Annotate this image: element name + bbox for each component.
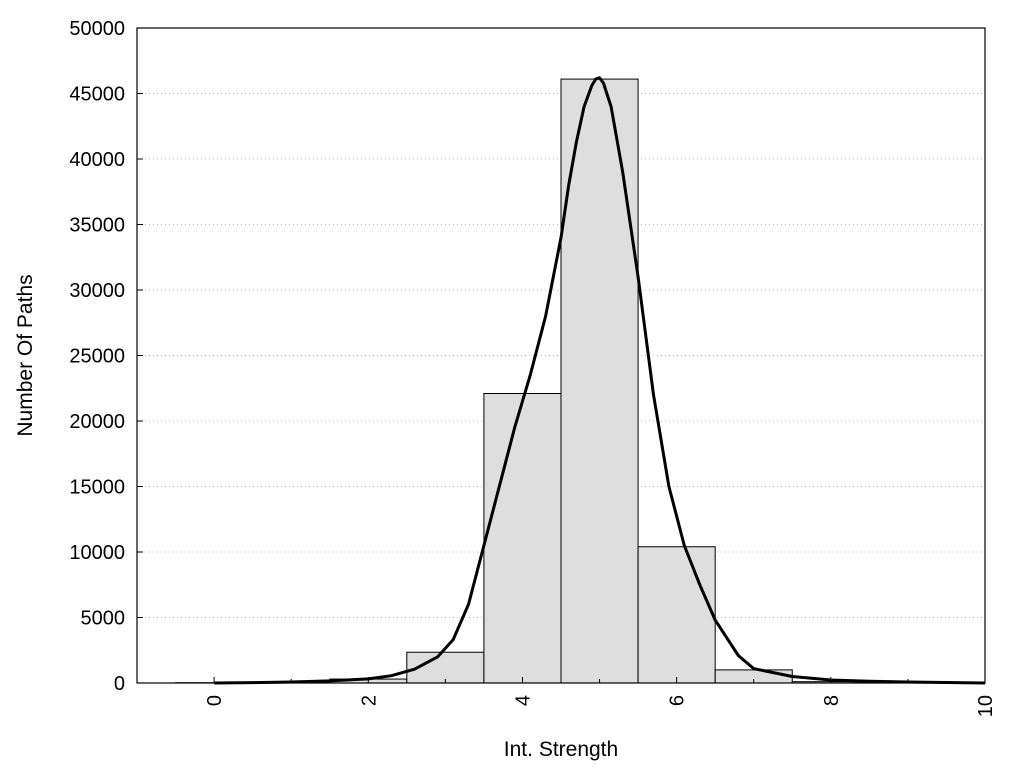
y-tick-label: 10000 xyxy=(69,542,125,564)
y-tick-label: 0 xyxy=(114,673,125,695)
y-tick-label: 15000 xyxy=(69,477,125,499)
y-tick-label: 40000 xyxy=(69,149,125,171)
y-tick-labels: 0 5000 10000 15000 20000 25000 30000 35000 40000… xyxy=(69,18,125,695)
y-tick-label: 50000 xyxy=(69,18,125,40)
histogram-bar xyxy=(637,546,716,684)
y-tick-label: 5000 xyxy=(81,608,126,630)
y-tick-label: 30000 xyxy=(69,280,125,302)
fit-curve-group xyxy=(214,76,986,685)
y-tick-label: 25000 xyxy=(69,346,125,368)
y-tick-label: 45000 xyxy=(69,84,125,106)
x-tick-label: 4 xyxy=(512,695,534,706)
x-tick-label: 6 xyxy=(667,695,689,706)
x-tick-label: 10 xyxy=(975,695,997,717)
y-tick-label: 35000 xyxy=(69,215,125,237)
x-tick-label: 0 xyxy=(204,695,226,706)
fit-curve xyxy=(214,76,986,685)
x-tick-labels: 0 2 4 6 8 10 xyxy=(204,695,997,717)
y-axis-title: Number Of Paths xyxy=(14,274,37,436)
ticks xyxy=(137,27,986,684)
y-tick-label: 20000 xyxy=(69,411,125,433)
bars xyxy=(175,78,947,684)
x-tick-label: 2 xyxy=(358,695,380,706)
histogram-bar xyxy=(483,392,562,684)
x-axis-title: Int. Strength xyxy=(504,738,618,761)
x-tick-label: 8 xyxy=(821,695,843,706)
